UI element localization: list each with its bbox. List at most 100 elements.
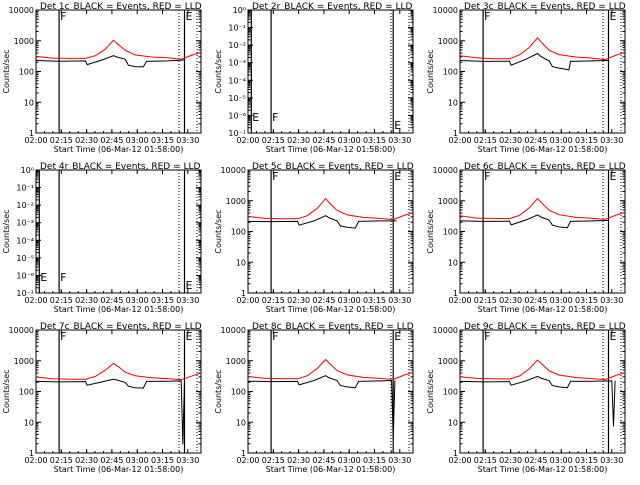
y-tick-label: 10 [24,98,34,107]
x-tick-label: 03:15 [363,296,386,305]
y-tick-label: 100 [443,228,458,237]
y-tick-label: 1000 [438,357,458,366]
y-tick-label: 10⁻³ [228,59,246,68]
x-tick-label: 03:00 [338,136,361,145]
series-events [35,378,185,445]
series-lld [35,362,202,381]
x-tick-label: 03:00 [550,456,573,465]
panel-title: Det 8c BLACK = Events, RED = LLD [252,322,414,332]
y-tick-label: 100 [231,388,246,397]
x-tick-label: 03:30 [600,456,623,465]
x-tick-label: 02:00 [236,136,259,145]
flag-label: F [272,111,278,124]
x-tick-label: 02:15 [50,136,73,145]
panel-title-det: Det 1c [40,2,70,12]
panel-title-det: Det 9c [464,322,494,332]
x-tick-label: 02:00 [448,296,471,305]
flag-label: E [610,10,617,23]
x-tick-label: 03:30 [600,136,623,145]
x-tick-label: 02:15 [262,136,285,145]
x-axis-label: Start Time (06-Mar-12 01:58:00) [266,305,396,314]
x-tick-label: 02:15 [474,456,497,465]
x-tick-label: 02:30 [75,456,98,465]
x-tick-label: 02:30 [287,136,310,145]
panel-6: Det 6c BLACK = Events, RED = LLD 02:00 02:1… [426,162,626,314]
panel-title: Det 4r BLACK = Events, RED = LLD [40,162,200,172]
panel-8: Det 8c BLACK = Events, RED = LLD 02:00 02:1… [214,322,414,474]
x-tick-label: 03:00 [126,296,149,305]
flag-label: E [186,279,193,292]
y-tick-label: 10000 [433,326,458,335]
y-tick-label: 10⁻² [16,201,34,210]
x-tick-label: 02:30 [287,456,310,465]
axes-frame [247,329,414,454]
panel-2: Det 2r BLACK = Events, RED = LLD 02:00 02:1… [214,2,414,154]
x-tick-label: 02:00 [236,296,259,305]
x-tick-label: 03:15 [151,456,174,465]
y-tick-label: 10⁻⁵ [228,94,246,103]
y-tick-label: 10000 [433,6,458,15]
x-axis-label: Start Time (06-Mar-12 01:58:00) [54,305,184,314]
y-tick-label: 1000 [14,357,34,366]
series-events [459,52,609,71]
x-tick-label: 03:30 [176,456,199,465]
panel-title-legend: BLACK = Events, RED = LLD [498,322,626,332]
x-axis-label: Start Time (06-Mar-12 01:58:00) [478,465,608,474]
y-tick-label: 1000 [226,357,246,366]
series-events [35,55,185,68]
panel-9: Det 9c BLACK = Events, RED = LLD 02:00 02:1… [426,322,626,474]
y-tick-label: 10 [24,418,34,427]
axes-frame [35,9,202,134]
panel-title-legend: BLACK = Events, RED = LLD [498,2,626,12]
axes-frame [459,9,626,134]
y-tick-label: 1 [453,289,458,298]
x-axis-label: Start Time (06-Mar-12 01:58:00) [54,465,184,474]
x-axis-label: Start Time (06-Mar-12 01:58:00) [266,145,396,154]
y-tick-label: 1000 [438,37,458,46]
x-tick-label: 02:45 [524,296,547,305]
y-tick-label: 10 [236,258,246,267]
y-tick-label: 10⁻⁶ [228,111,246,120]
series-lld [247,197,414,221]
panel-title: Det 6c BLACK = Events, RED = LLD [464,162,626,172]
x-tick-label: 03:15 [363,136,386,145]
axes-frame [459,169,626,294]
x-tick-label: 03:00 [338,296,361,305]
x-tick-label: 03:00 [550,296,573,305]
panel-title-det: Det 5c [252,162,282,172]
y-tick-label: 1 [453,449,458,458]
x-tick-label: 02:30 [75,136,98,145]
x-tick-label: 02:45 [312,296,335,305]
x-axis-label: Start Time (06-Mar-12 01:58:00) [478,145,608,154]
panel-title-legend: BLACK = Events, RED = LLD [74,2,202,12]
panel-title-legend: BLACK = Events, RED = LLD [498,162,626,172]
x-tick-label: 03:00 [126,136,149,145]
panel-title-legend: BLACK = Events, RED = LLD [286,322,414,332]
flag-label: E [252,111,259,124]
flag-label: E [394,119,401,132]
panel-title: Det 9c BLACK = Events, RED = LLD [464,322,626,332]
x-tick-label: 02:00 [448,456,471,465]
x-tick-label: 02:45 [100,296,123,305]
y-tick-label: 10⁻⁴ [16,236,34,245]
x-tick-label: 03:30 [388,296,411,305]
y-tick-label: 10⁻¹ [16,184,34,193]
panel-title-det: Det 6c [464,162,494,172]
y-tick-label: 10000 [433,166,458,175]
flag-label: F [272,330,278,343]
x-tick-label: 03:15 [151,296,174,305]
y-axis-label: Counts/sec [2,209,11,253]
flag-label: E [610,330,617,343]
x-tick-label: 02:45 [524,136,547,145]
x-tick-label: 02:15 [50,296,73,305]
x-tick-label: 03:15 [575,136,598,145]
x-tick-label: 02:45 [100,456,123,465]
panel-title-legend: BLACK = Events, RED = LLD [74,322,202,332]
y-tick-label: 1000 [438,197,458,206]
panel-4: Det 4r BLACK = Events, RED = LLD 02:00 02:1… [2,162,202,314]
flag-label: F [484,330,490,343]
panel-title: Det 1c BLACK = Events, RED = LLD [40,2,202,12]
series-lld [459,37,626,61]
y-tick-label: 10000 [221,166,246,175]
x-tick-label: 03:00 [338,456,361,465]
